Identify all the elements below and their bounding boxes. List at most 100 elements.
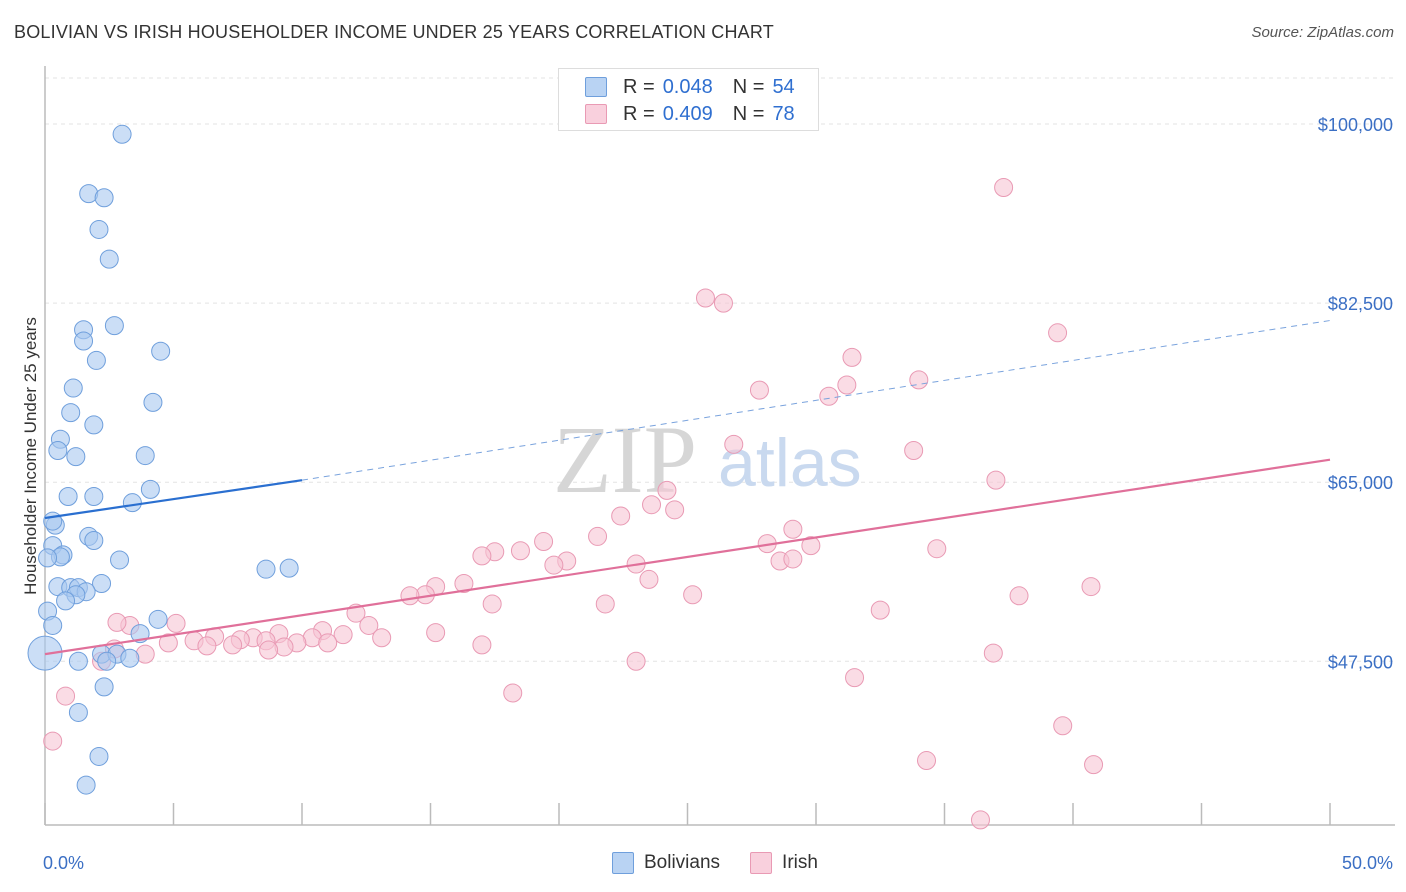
irish-point [986,470,1006,490]
bolivian-point [92,574,112,594]
y-tick-label: $65,000 [1328,473,1393,493]
series-legend: Bolivians Irish [612,852,848,874]
irish-point [588,526,608,546]
irish-point [318,633,338,653]
legend-swatch-blue [585,77,607,97]
bolivian-point [135,446,155,466]
legend-r-value: 0.048 [662,75,713,98]
irish-point [534,532,554,552]
irish-point [454,574,474,594]
axes [44,66,1395,826]
irish-point [917,751,937,771]
legend-r-label: R = [623,75,655,98]
bolivian-point [120,648,140,668]
bolivian-point [112,124,132,144]
bolivian-point [122,493,142,513]
legend-r-value: 0.409 [662,102,713,125]
bolivian-trend-line [44,479,303,520]
irish-points [43,177,1104,830]
bolivian-point [43,511,63,531]
bolivian-point [97,651,117,671]
y-axis-label: Householder Income Under 25 years [21,317,40,595]
irish-point [749,380,769,400]
bolivian-point [74,331,94,351]
irish-point [223,635,243,655]
bolivian-point [151,341,171,361]
irish-point [904,440,924,460]
legend-swatch-pink [585,104,607,124]
irish-point [359,615,379,635]
irish-point [1009,586,1029,606]
bolivian-point [279,558,299,578]
bolivians-points [27,124,299,795]
bolivian-point [110,550,130,570]
legend-label-bolivians: Bolivians [644,852,721,873]
irish-point [510,541,530,561]
bolivian-point [89,746,109,766]
irish-point [801,536,821,556]
irish-point [472,635,492,655]
watermark-atlas: atlas [718,425,862,501]
irish-point [259,640,279,660]
irish-point [1048,323,1068,343]
stats-legend: R = 0.048 N = 54 R = 0.409 N = 78 [558,68,819,131]
bolivian-point [94,677,114,697]
irish-point [842,347,862,367]
bolivian-point [84,415,104,435]
irish-point [372,628,392,648]
irish-point [56,686,76,706]
irish-point [994,177,1014,197]
irish-point [909,370,929,390]
irish-point [819,386,839,406]
irish-point [970,810,990,830]
irish-point [1053,716,1073,736]
irish-point [595,594,615,614]
irish-point [611,506,631,526]
bolivian-point [43,615,63,635]
legend-row-irish: R = 0.409 N = 78 [585,102,795,126]
bolivian-point [38,548,58,568]
irish-point [665,500,685,520]
bolivian-point [140,479,160,499]
tick-labels: $100,000 $82,500 $65,000 $47,500 0.0% 50.0% [43,115,1393,873]
irish-trend-line [44,458,1331,656]
irish-point [783,549,803,569]
trend-lines [44,320,1331,656]
irish-point [333,625,353,645]
bolivian-point [148,609,168,629]
chart-title: BOLIVIAN VS IRISH HOUSEHOLDER INCOME UND… [14,22,774,42]
irish-point [400,586,420,606]
y-tick-label: $47,500 [1328,652,1393,672]
irish-point [107,612,127,632]
irish-point [626,651,646,671]
bolivian-point [84,487,104,507]
irish-point [695,288,715,308]
bolivian-point [61,403,81,423]
bolivian-point [68,651,88,671]
gridlines [45,77,1395,662]
bolivian-point [104,316,124,336]
irish-point [639,569,659,589]
irish-point [845,668,865,688]
source-label: Source: ZipAtlas.com [1251,24,1394,41]
bolivian-point [89,219,109,239]
irish-point [166,613,186,633]
legend-item-irish: Irish [750,852,818,874]
irish-point [870,600,890,620]
bolivian-point [48,440,68,460]
irish-point [274,637,294,657]
irish-point [503,683,523,703]
bolivian-point [84,531,104,551]
bolivian-point [99,249,119,269]
legend-row-bolivians: R = 0.048 N = 54 [585,75,795,99]
irish-point [43,731,63,751]
bolivian-point [86,350,106,370]
bolivian-point [68,702,88,722]
x-tick-label: 50.0% [1342,853,1393,873]
irish-point [783,519,803,539]
irish-point [426,623,446,643]
legend-swatch-pink [750,852,773,874]
watermark: ZIP atlas [553,406,862,513]
legend-n-label: N = [732,102,765,125]
irish-point [983,643,1003,663]
